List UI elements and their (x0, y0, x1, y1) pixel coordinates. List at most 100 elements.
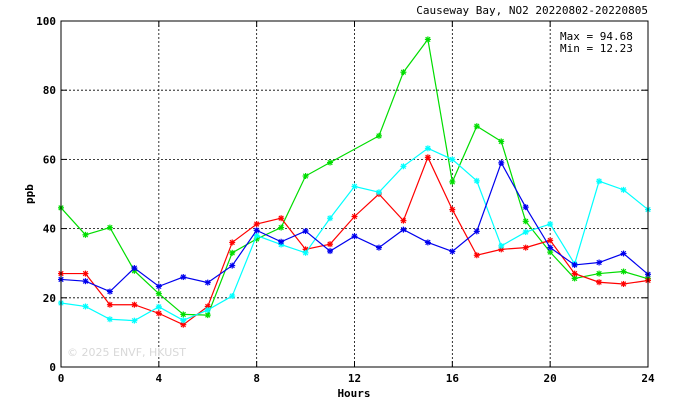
data-point (155, 283, 162, 290)
data-point (253, 227, 260, 234)
data-point (547, 249, 554, 256)
watermark-text: © 2025 ENVF, HKUST (67, 346, 186, 359)
data-point (424, 154, 431, 161)
data-point (620, 250, 627, 257)
data-point (449, 156, 456, 163)
x-axis-label: Hours (337, 387, 370, 400)
tick-layer: 0 4 8 12 16 20 24 0 20 40 60 80 100 (36, 15, 655, 385)
data-point (131, 301, 138, 308)
data-point (620, 280, 627, 287)
data-point (82, 270, 89, 277)
data-point (229, 239, 236, 246)
data-point (375, 189, 382, 196)
data-point (180, 274, 187, 281)
y-tick-label: 0 (49, 361, 56, 374)
data-point (498, 138, 505, 145)
y-axis-label: ppb (23, 184, 36, 204)
x-tick-label: 12 (348, 372, 361, 385)
data-point (375, 244, 382, 251)
x-tick-label: 8 (253, 372, 260, 385)
data-point (106, 288, 113, 295)
data-point (155, 310, 162, 317)
data-point (302, 228, 309, 235)
max-label: Max = 94.68 (560, 30, 633, 43)
data-point (547, 244, 554, 251)
x-tick-label: 20 (544, 372, 557, 385)
data-point (278, 215, 285, 222)
data-point (302, 173, 309, 180)
data-point (131, 265, 138, 272)
data-point (229, 249, 236, 256)
data-point (278, 238, 285, 245)
data-point (82, 278, 89, 285)
series-layer (58, 36, 651, 328)
data-point (571, 261, 578, 268)
data-point (400, 69, 407, 76)
chart-title: Causeway Bay, NO2 20220802-20220805 (416, 4, 648, 17)
min-label: Min = 12.23 (560, 42, 633, 55)
data-point (327, 159, 334, 166)
data-point (424, 239, 431, 246)
data-point (375, 132, 382, 139)
y-tick-label: 40 (43, 223, 56, 236)
data-point (327, 248, 334, 255)
data-point (522, 244, 529, 251)
y-tick-label: 80 (43, 84, 56, 97)
data-point (424, 36, 431, 43)
data-point (473, 123, 480, 130)
data-point (253, 232, 260, 239)
data-point (620, 186, 627, 193)
data-point (204, 306, 211, 313)
data-point (400, 163, 407, 170)
data-point (278, 224, 285, 231)
data-point (327, 215, 334, 222)
data-point (473, 228, 480, 235)
y-tick-label: 100 (36, 15, 56, 28)
data-point (547, 221, 554, 228)
series-line (60, 37, 649, 316)
data-point (571, 270, 578, 277)
data-point (253, 221, 260, 228)
data-point (131, 317, 138, 324)
data-point (155, 290, 162, 297)
data-point (180, 317, 187, 324)
x-tick-label: 0 (58, 372, 65, 385)
data-point (449, 178, 456, 185)
data-point (351, 233, 358, 240)
data-point (106, 301, 113, 308)
data-point (449, 206, 456, 213)
grid (61, 21, 648, 367)
data-point (106, 224, 113, 231)
data-point (498, 242, 505, 249)
x-tick-label: 16 (446, 372, 460, 385)
data-point (180, 311, 187, 318)
data-point (204, 279, 211, 286)
y-tick-label: 20 (43, 292, 56, 305)
data-point (351, 213, 358, 220)
data-point (596, 279, 603, 286)
x-tick-label: 24 (641, 372, 655, 385)
data-point (400, 217, 407, 224)
data-point (620, 268, 627, 275)
data-point (473, 177, 480, 184)
data-point (522, 218, 529, 225)
data-point (155, 303, 162, 310)
data-point (596, 259, 603, 266)
x-tick-label: 4 (156, 372, 163, 385)
data-point (327, 241, 334, 248)
data-point (302, 249, 309, 256)
data-point (449, 248, 456, 255)
data-point (596, 270, 603, 277)
data-point (351, 183, 358, 190)
data-point (204, 312, 211, 319)
data-point (229, 293, 236, 300)
data-point (522, 204, 529, 211)
data-point (473, 252, 480, 259)
data-point (400, 226, 407, 233)
y-tick-label: 60 (43, 153, 56, 166)
data-point (498, 159, 505, 166)
data-point (424, 145, 431, 152)
series-2 (58, 154, 651, 328)
data-point (596, 178, 603, 185)
